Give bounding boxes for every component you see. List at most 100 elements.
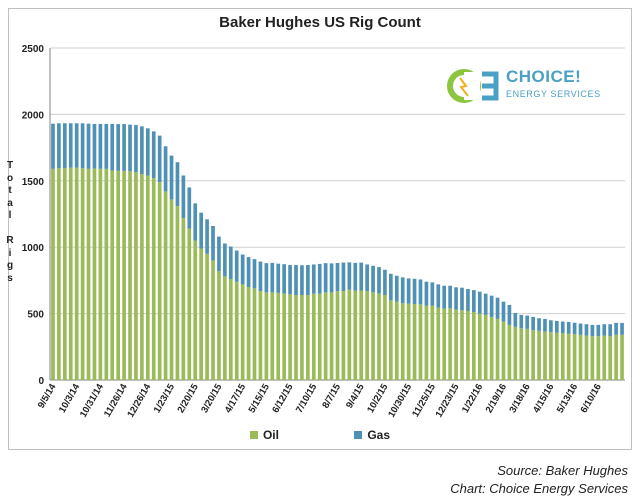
bar-gas [454,287,458,310]
bar-oil [560,333,565,380]
bar-gas [122,124,126,171]
bar-gas [442,285,447,309]
bar-oil [566,333,571,380]
bar-gas [501,301,506,322]
bar-gas [513,312,518,327]
bar-oil [400,303,405,380]
bar-oil [110,170,115,380]
legend-item-oil: Oil [249,428,279,442]
bar-oil [157,182,162,380]
bar-oil [151,178,156,380]
bar-gas [80,123,85,169]
bar-gas [74,123,79,168]
bar-gas [549,320,553,333]
bar-oil [217,271,221,380]
y-axis-title: T o t a l R i g s [6,160,14,284]
bar-gas [572,322,577,335]
bar-gas [110,123,115,171]
bar-oil [86,168,91,380]
bar-oil [329,292,334,380]
x-tick-label: 7/10/15 [294,381,320,415]
bar-oil [323,292,328,380]
bar-gas [531,316,535,331]
bar-gas [270,262,275,293]
bar-oil [264,292,269,380]
bar-gas [98,123,103,169]
bar-oil [175,206,180,380]
bar-oil [140,174,144,380]
bar-oil [246,287,251,380]
bar-gas [448,285,452,309]
bar-oil [472,312,476,380]
bar-gas [282,264,286,294]
bar-oil [62,168,67,380]
bar-gas [430,282,435,306]
bar-oil [74,167,79,380]
bar-oil [252,288,257,380]
bar-oil [288,294,292,380]
bar-oil [240,284,245,380]
bar-gas [507,304,512,325]
bar-oil [234,281,239,380]
bar-gas [418,279,423,305]
bar-gas [436,284,441,308]
bar-gas [104,123,109,169]
bar-oil [193,240,198,380]
bar-gas [217,236,221,272]
bar-oil [335,291,340,380]
bar-oil [294,295,298,380]
bar-gas [406,278,411,304]
bar-gas [383,269,387,296]
bar-gas [306,264,310,296]
bar-gas [62,123,67,169]
choice-logo [446,66,606,106]
bar-oil [424,305,429,380]
bar-gas [246,257,251,288]
y-tick-label: 2000 [22,110,45,121]
bar-gas [128,124,132,172]
bar-gas [608,324,613,337]
bar-oil [228,279,233,380]
bar-oil [371,292,375,380]
x-tick-label: 4/15/16 [531,382,556,415]
bar-gas [596,324,601,337]
bar-gas [477,291,482,314]
x-tick-label: 3/20/15 [199,381,225,415]
bar-oil [442,308,447,380]
bar-gas [483,293,488,315]
bar-gas [554,320,559,333]
x-tick-label: 8/7/15 [320,381,343,410]
bar-oil [270,292,275,380]
bar-oil [513,326,518,380]
bar-oil [543,331,547,380]
bar-oil [306,295,310,380]
bar-oil [104,168,109,380]
bar-oil [134,172,138,380]
bar-oil [495,318,500,380]
bar-gas [590,324,595,337]
bar-gas [163,146,168,192]
bar-oil [258,291,263,380]
bar-oil [549,332,553,380]
bar-gas [371,265,375,293]
bar-oil [412,304,417,380]
bar-oil [365,291,369,380]
bar-oil [466,310,470,380]
logo-name: CHOICE! [506,67,582,86]
bar-oil [122,170,126,380]
bar-gas [495,297,500,319]
y-tick-label: 1000 [22,243,45,254]
x-tick-label: 9/4/15 [344,381,367,410]
bar-gas [288,264,292,295]
x-tick-label: 12/23/15 [434,381,462,419]
bar-gas [223,243,227,277]
bar-gas [193,203,198,241]
bar-gas [519,314,524,329]
bar-gas [578,323,583,335]
y-tick-label: 0 [38,376,44,387]
bar-oil [531,330,535,380]
chart-credit-line: Chart: Choice Energy Services [450,481,628,496]
bar-gas [341,262,346,292]
bar-gas [228,246,233,280]
bar-oil [614,334,618,380]
